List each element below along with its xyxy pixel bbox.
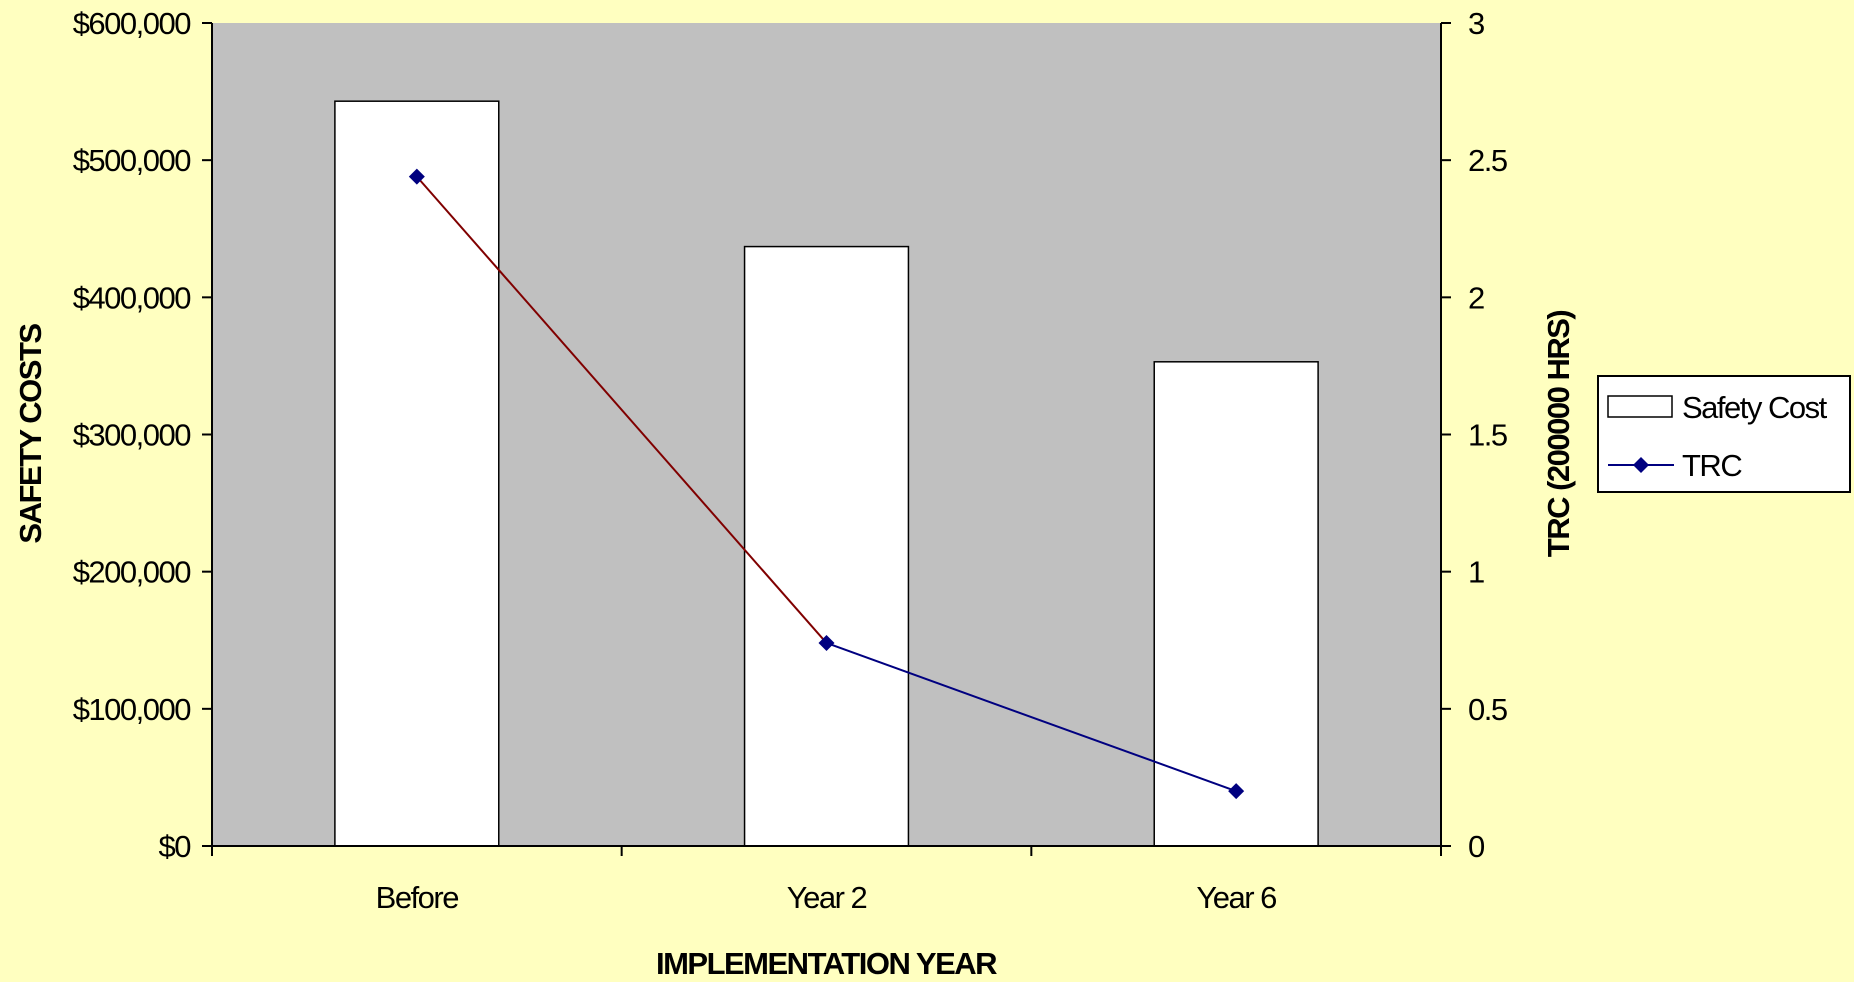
y-tick-label: $100,000 xyxy=(73,692,192,727)
y2-tick-label: 3 xyxy=(1468,6,1484,41)
y-tick-label: $300,000 xyxy=(73,418,192,453)
y-tick-label: $200,000 xyxy=(73,555,192,590)
bar-year-6 xyxy=(1153,361,1319,847)
x-axis-title: IMPLEMENTATION YEAR xyxy=(656,946,997,977)
y-tick-label: $400,000 xyxy=(73,280,192,315)
bars-layer xyxy=(334,100,1319,847)
x-tick-label: Year 6 xyxy=(1196,880,1276,915)
y2-axis-title: TRC (200000 HRS) xyxy=(1541,311,1576,558)
y-tick-label: $500,000 xyxy=(73,143,192,178)
line-layer xyxy=(408,168,1245,800)
y2-tick-label: 1.5 xyxy=(1468,418,1507,453)
labels-layer: $0 $100,000 $200,000 $300,000 $400,000 $500,0… xyxy=(73,6,1509,915)
x-tick-label: Before xyxy=(376,880,459,915)
trc-point-year-2 xyxy=(818,634,835,651)
trc-point-before xyxy=(408,168,425,185)
trc-line-segment xyxy=(826,642,1237,793)
y2-tick-label: 2.5 xyxy=(1468,143,1507,178)
y2-tick-label: 1 xyxy=(1468,555,1484,590)
legend-safety-cost-swatch xyxy=(1607,395,1673,418)
legend: Safety Cost TRC xyxy=(1597,375,1851,493)
y2-tick-label: 0 xyxy=(1468,829,1485,864)
y2-tick-label: 2 xyxy=(1468,280,1484,315)
y2-tick-label: 0.5 xyxy=(1468,692,1507,727)
axes-layer xyxy=(202,22,1451,856)
y-axis-title: SAFETY COSTS xyxy=(13,324,48,544)
y-tick-label: $0 xyxy=(159,829,192,864)
x-tick-label: Year 2 xyxy=(787,880,867,915)
bar-year-2 xyxy=(743,245,910,847)
y-tick-label: $600,000 xyxy=(73,6,192,41)
trc-point-year-6 xyxy=(1228,783,1245,800)
trc-line-segment xyxy=(416,175,828,644)
legend-safety-cost-label: Safety Cost xyxy=(1682,390,1828,425)
legend-trc-label: TRC xyxy=(1682,448,1742,483)
legend-trc-marker xyxy=(1633,457,1649,473)
bar-before xyxy=(334,100,500,847)
